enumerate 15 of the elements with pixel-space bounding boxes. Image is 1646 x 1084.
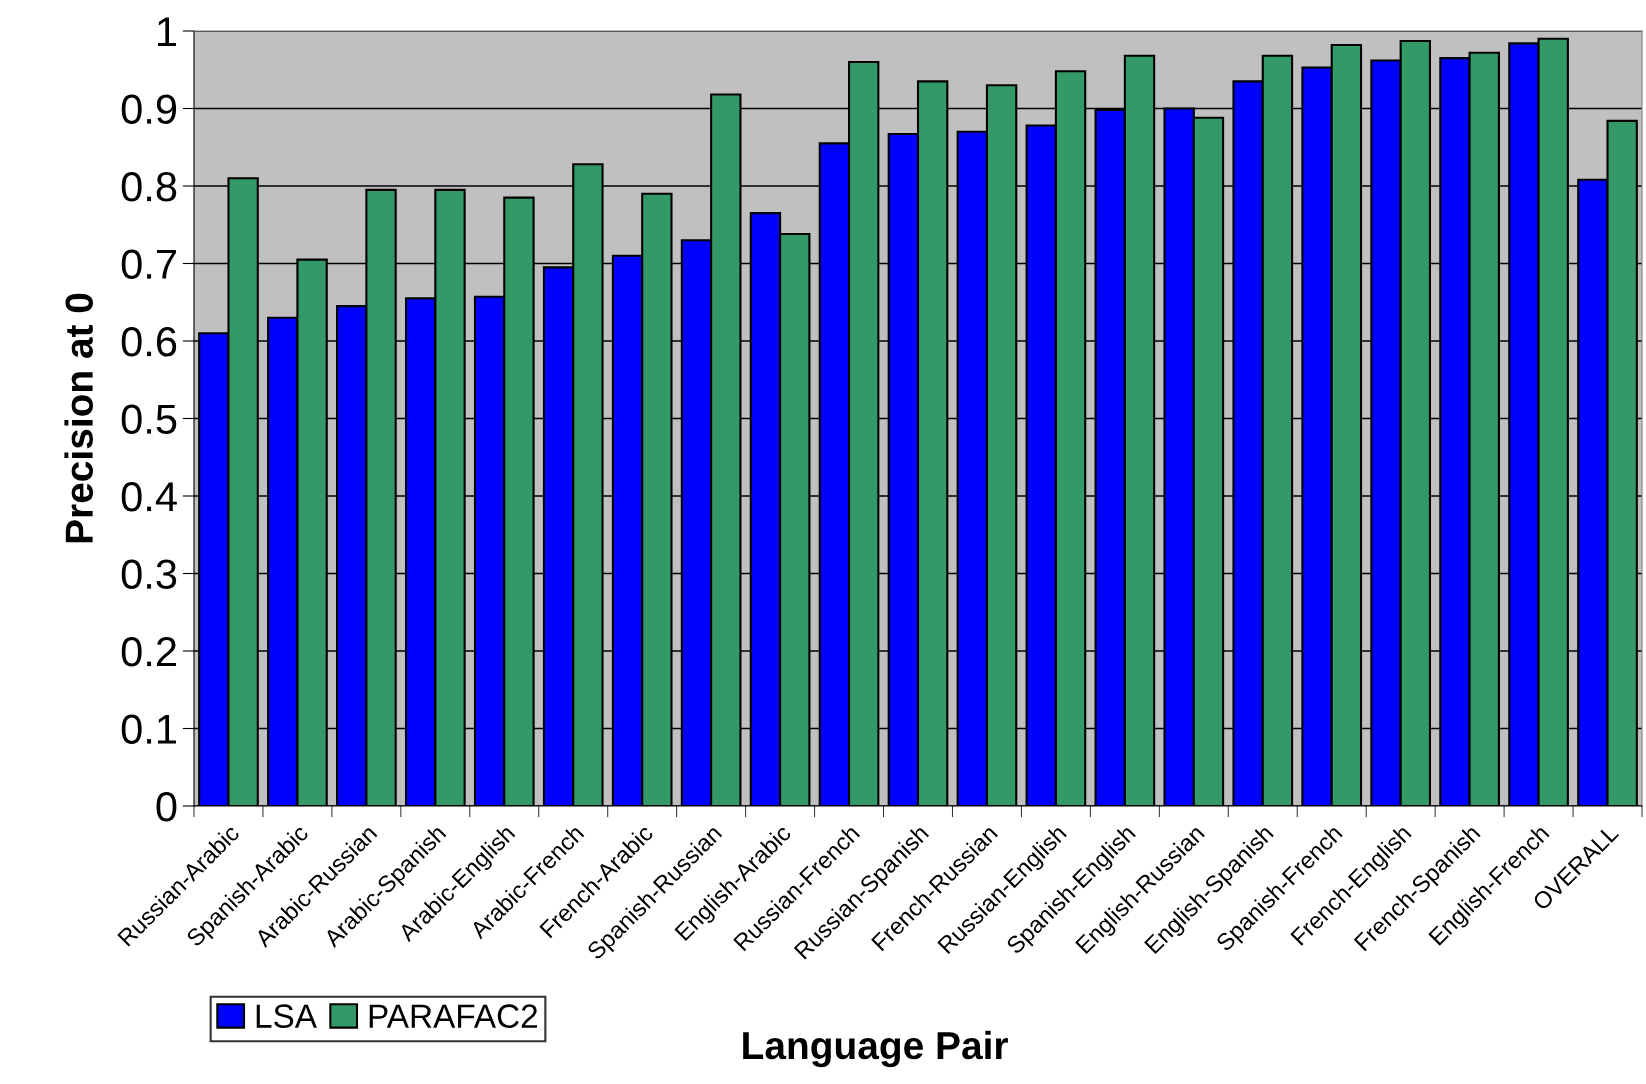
y-tick-label: 0.8 bbox=[121, 172, 177, 202]
y-tick-label: 0.2 bbox=[121, 637, 176, 667]
y-tick-label: 1 bbox=[158, 17, 176, 47]
y-tick-label: 0.3 bbox=[121, 559, 177, 590]
y-tick-label: 0.6 bbox=[121, 327, 177, 357]
y-tick-label: 0.1 bbox=[121, 714, 176, 745]
y-tick-label: 0.4 bbox=[121, 482, 177, 512]
legend-label: PARAFAC2 bbox=[369, 1004, 538, 1028]
x-axis-title: Language Pair bbox=[743, 1030, 1008, 1068]
y-tick-label: 0.9 bbox=[121, 94, 177, 125]
y-axis-title: Precision at 0 bbox=[64, 293, 93, 543]
y-tick-label: 0 bbox=[156, 792, 177, 822]
y-tick-label: 0.7 bbox=[121, 249, 176, 280]
y-tick-label: 0.5 bbox=[121, 404, 177, 435]
legend-label: LSA bbox=[256, 1004, 317, 1028]
